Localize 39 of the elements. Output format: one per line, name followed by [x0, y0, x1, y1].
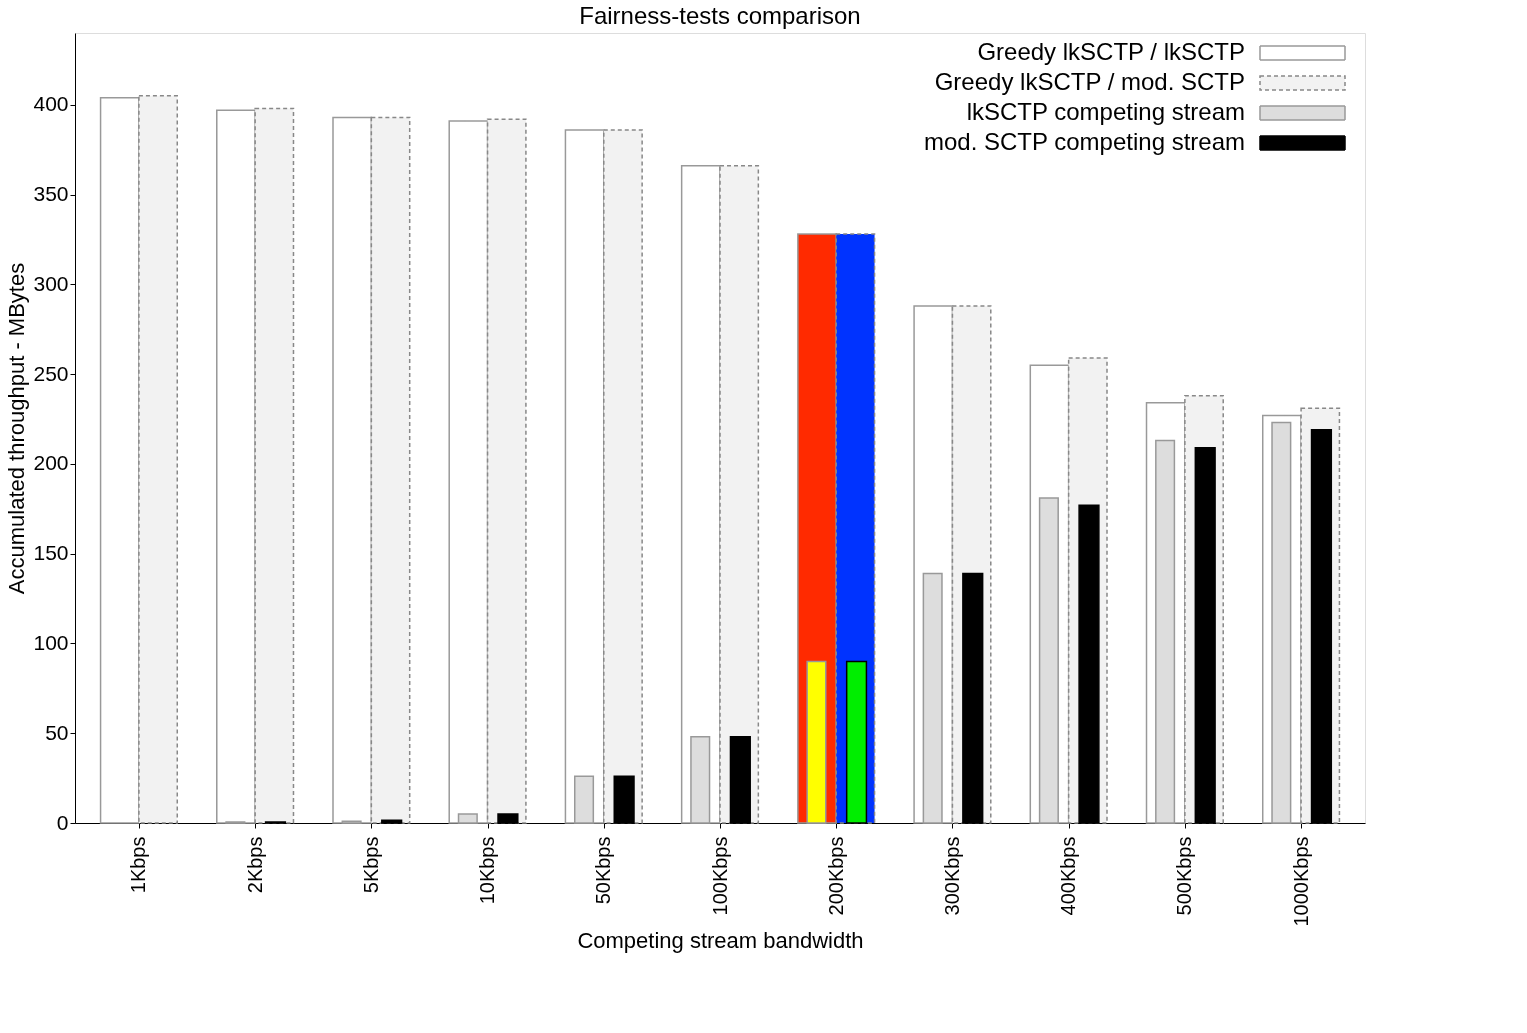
y-tick-label: 350: [33, 182, 69, 206]
bar: [370, 116, 411, 824]
legend-label: mod. SCTP competing stream: [923, 128, 1245, 155]
y-tick-label: 150: [33, 541, 69, 565]
x-tick-label: 400Kbps: [1057, 836, 1080, 916]
legend-label: Greedy lkSCTP / lkSCTP: [977, 38, 1245, 65]
bar: [486, 118, 527, 824]
bar: [99, 96, 140, 824]
x-tick-label: 5Kbps: [359, 836, 382, 894]
bar: [680, 165, 721, 824]
x-tick-label: 100Kbps: [708, 836, 731, 916]
x-tick-label: 1Kbps: [127, 836, 150, 894]
y-tick-label: 250: [33, 361, 69, 385]
y-tick-label: 200: [33, 451, 69, 475]
bar: [448, 120, 489, 824]
bar: [254, 107, 295, 824]
bar: [719, 165, 760, 824]
x-tick-label: 2Kbps: [243, 836, 266, 894]
bar: [603, 129, 643, 824]
legend-label: lkSCTP competing stream: [966, 98, 1245, 125]
y-tick-label: 300: [33, 271, 69, 295]
y-axis-title: Accumulated throughput - MBytes: [4, 262, 30, 595]
y-tick-label: 0: [56, 810, 69, 834]
bar: [216, 109, 256, 824]
x-tick-label: 200Kbps: [824, 836, 847, 916]
bar: [564, 129, 605, 824]
y-tick-label: 100: [33, 630, 69, 654]
legend-label: Greedy lkSCTP / mod. SCTP: [934, 68, 1245, 95]
x-tick-label: 300Kbps: [940, 836, 963, 916]
bar: [332, 116, 373, 824]
y-tick-label: 50: [45, 720, 69, 744]
x-tick-label: 500Kbps: [1173, 836, 1196, 916]
x-tick-label: 10Kbps: [476, 836, 499, 905]
x-tick-label: 50Kbps: [592, 836, 615, 905]
chart-title: Fairness-tests comparison: [579, 2, 861, 29]
x-axis-title: Competing stream bandwidth: [577, 927, 864, 953]
bar: [138, 95, 179, 824]
x-tick-label: 1000Kbps: [1289, 836, 1312, 927]
y-tick-label: 400: [33, 92, 69, 116]
